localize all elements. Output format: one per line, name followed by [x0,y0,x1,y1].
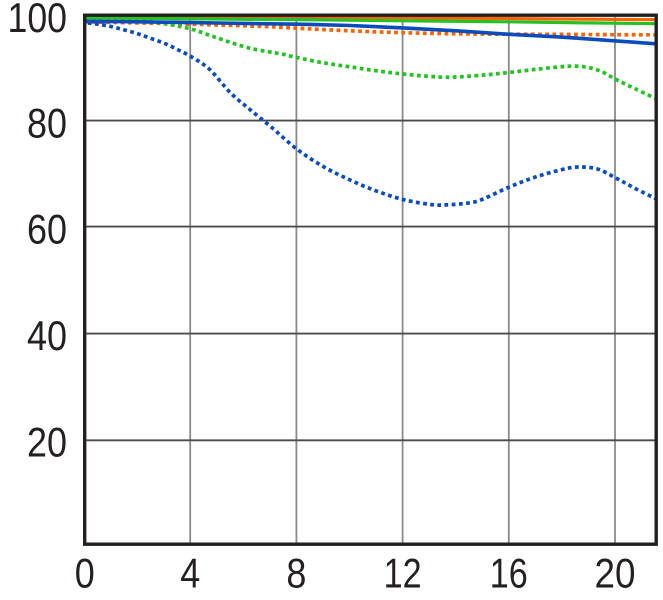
svg-text:40: 40 [27,312,67,359]
svg-text:12: 12 [384,550,422,597]
svg-text:8: 8 [286,550,306,597]
svg-text:20: 20 [595,550,636,597]
svg-text:80: 80 [27,99,67,146]
svg-text:0: 0 [75,550,95,597]
svg-text:60: 60 [27,205,67,252]
svg-text:100: 100 [8,0,68,41]
svg-text:4: 4 [180,550,200,597]
svg-text:20: 20 [27,419,67,466]
svg-text:16: 16 [490,550,528,597]
